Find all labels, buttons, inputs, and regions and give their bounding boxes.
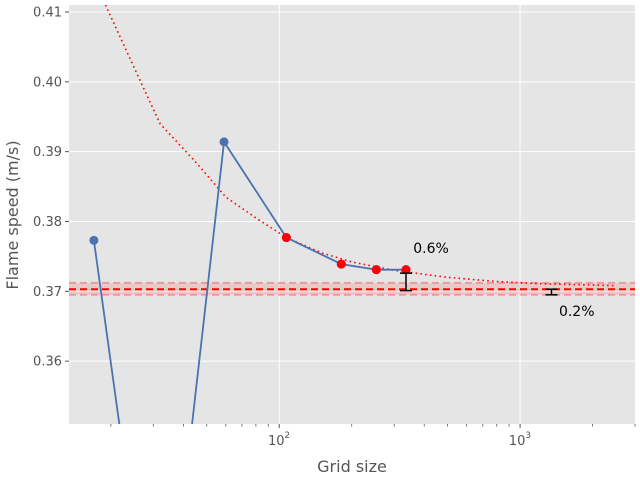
y-tick-label: 0.38 (33, 215, 62, 230)
y-tick-label: 0.36 (33, 355, 62, 370)
y-tick-label: 0.37 (33, 285, 62, 300)
x-tick-exponent: 2 (284, 431, 290, 441)
annotations: 0.6% 0.2% (413, 241, 594, 320)
main-series-marker (89, 235, 99, 245)
gridlines (69, 5, 635, 424)
fit-point-marker (281, 233, 291, 243)
fit-point-marker (336, 259, 346, 269)
x-tick-label: 10 (509, 434, 526, 449)
annotation-text: 0.2% (559, 304, 595, 320)
main-series-line (92, 139, 407, 424)
series-layer (89, 5, 616, 424)
y-tick-label: 0.40 (33, 75, 62, 90)
x-tick-exponent: 3 (525, 431, 531, 441)
fit-point-marker (371, 265, 381, 275)
annotation-text: 0.6% (413, 241, 449, 257)
y-axis-ticks: 0.36 0.37 0.38 0.39 0.40 0.41 (33, 5, 69, 370)
y-tick-label: 0.39 (33, 145, 62, 160)
reference-lines (69, 281, 635, 296)
x-tick-label: 10 (268, 434, 285, 449)
main-series-marker (219, 137, 229, 147)
y-axis-label: Flame speed (m/s) (3, 140, 22, 289)
error-bars (400, 272, 558, 296)
y-tick-label: 0.41 (33, 5, 62, 20)
fit-point-marker (401, 265, 411, 275)
plot-area (69, 5, 635, 424)
x-axis-label: Grid size (317, 457, 387, 476)
x-axis-ticks: 10 2 10 3 (110, 424, 636, 449)
